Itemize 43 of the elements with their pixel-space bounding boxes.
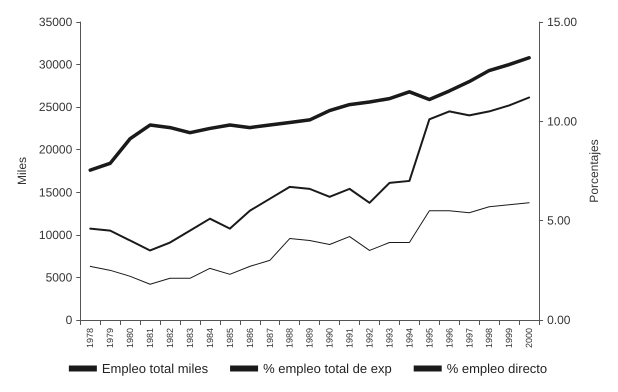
line-series	[88, 56, 531, 172]
y-tick-label: 5000	[46, 270, 73, 284]
y2-tick-label: 15.00	[547, 15, 578, 29]
line-series	[90, 202, 530, 285]
y2-tick-label: 10.00	[547, 114, 578, 128]
x-tick-label: 1988	[284, 328, 295, 348]
y-tick-label: 35000	[38, 15, 73, 29]
x-tick-label: 1982	[165, 328, 176, 348]
y2-tick-label: 0.00	[547, 313, 571, 327]
x-tick-label: 1979	[105, 328, 116, 348]
y2-tick-label: 5.00	[547, 214, 571, 228]
legend-label: % empleo directo	[446, 361, 548, 376]
x-tick-label: 1986	[244, 328, 255, 348]
x-tick-label: 1990	[324, 328, 335, 348]
x-tick-label: 1992	[364, 328, 375, 348]
x-tick-label: 1991	[344, 328, 355, 348]
y-axis-title: Miles	[15, 156, 29, 186]
y-tick-label: 10000	[38, 228, 73, 242]
x-tick-label: 1983	[184, 328, 195, 348]
x-tick-label: 1993	[384, 328, 394, 348]
x-tick-label: 1989	[304, 328, 315, 348]
line-series	[89, 96, 530, 252]
x-tick-label: 1987	[264, 328, 275, 348]
x-tick-label: 1996	[444, 328, 454, 348]
x-tick-label: 1984	[204, 328, 215, 348]
y-tick-label: 25000	[38, 100, 73, 114]
y2-axis-title: Porcentajes	[587, 139, 601, 203]
legend-label: Empleo total miles	[102, 361, 209, 376]
y-tick-label: 20000	[38, 142, 73, 157]
x-tick-label: 1998	[484, 328, 494, 348]
x-tick-label: 1995	[424, 328, 434, 348]
x-tick-label: 1981	[145, 328, 156, 348]
x-tick-label: 1994	[404, 328, 414, 348]
x-tick-label: 2000	[524, 328, 534, 348]
x-tick-label: 1985	[224, 328, 235, 348]
y-tick-label: 15000	[38, 185, 73, 200]
x-tick-label: 1978	[85, 328, 96, 348]
legend-label: % empleo total de exp	[263, 361, 392, 376]
x-tick-label: 1980	[125, 328, 136, 348]
y-tick-label: 30000	[38, 58, 73, 72]
y-tick-label: 0	[66, 313, 73, 327]
x-tick-label: 1997	[464, 328, 474, 348]
x-tick-label: 1999	[504, 328, 514, 348]
